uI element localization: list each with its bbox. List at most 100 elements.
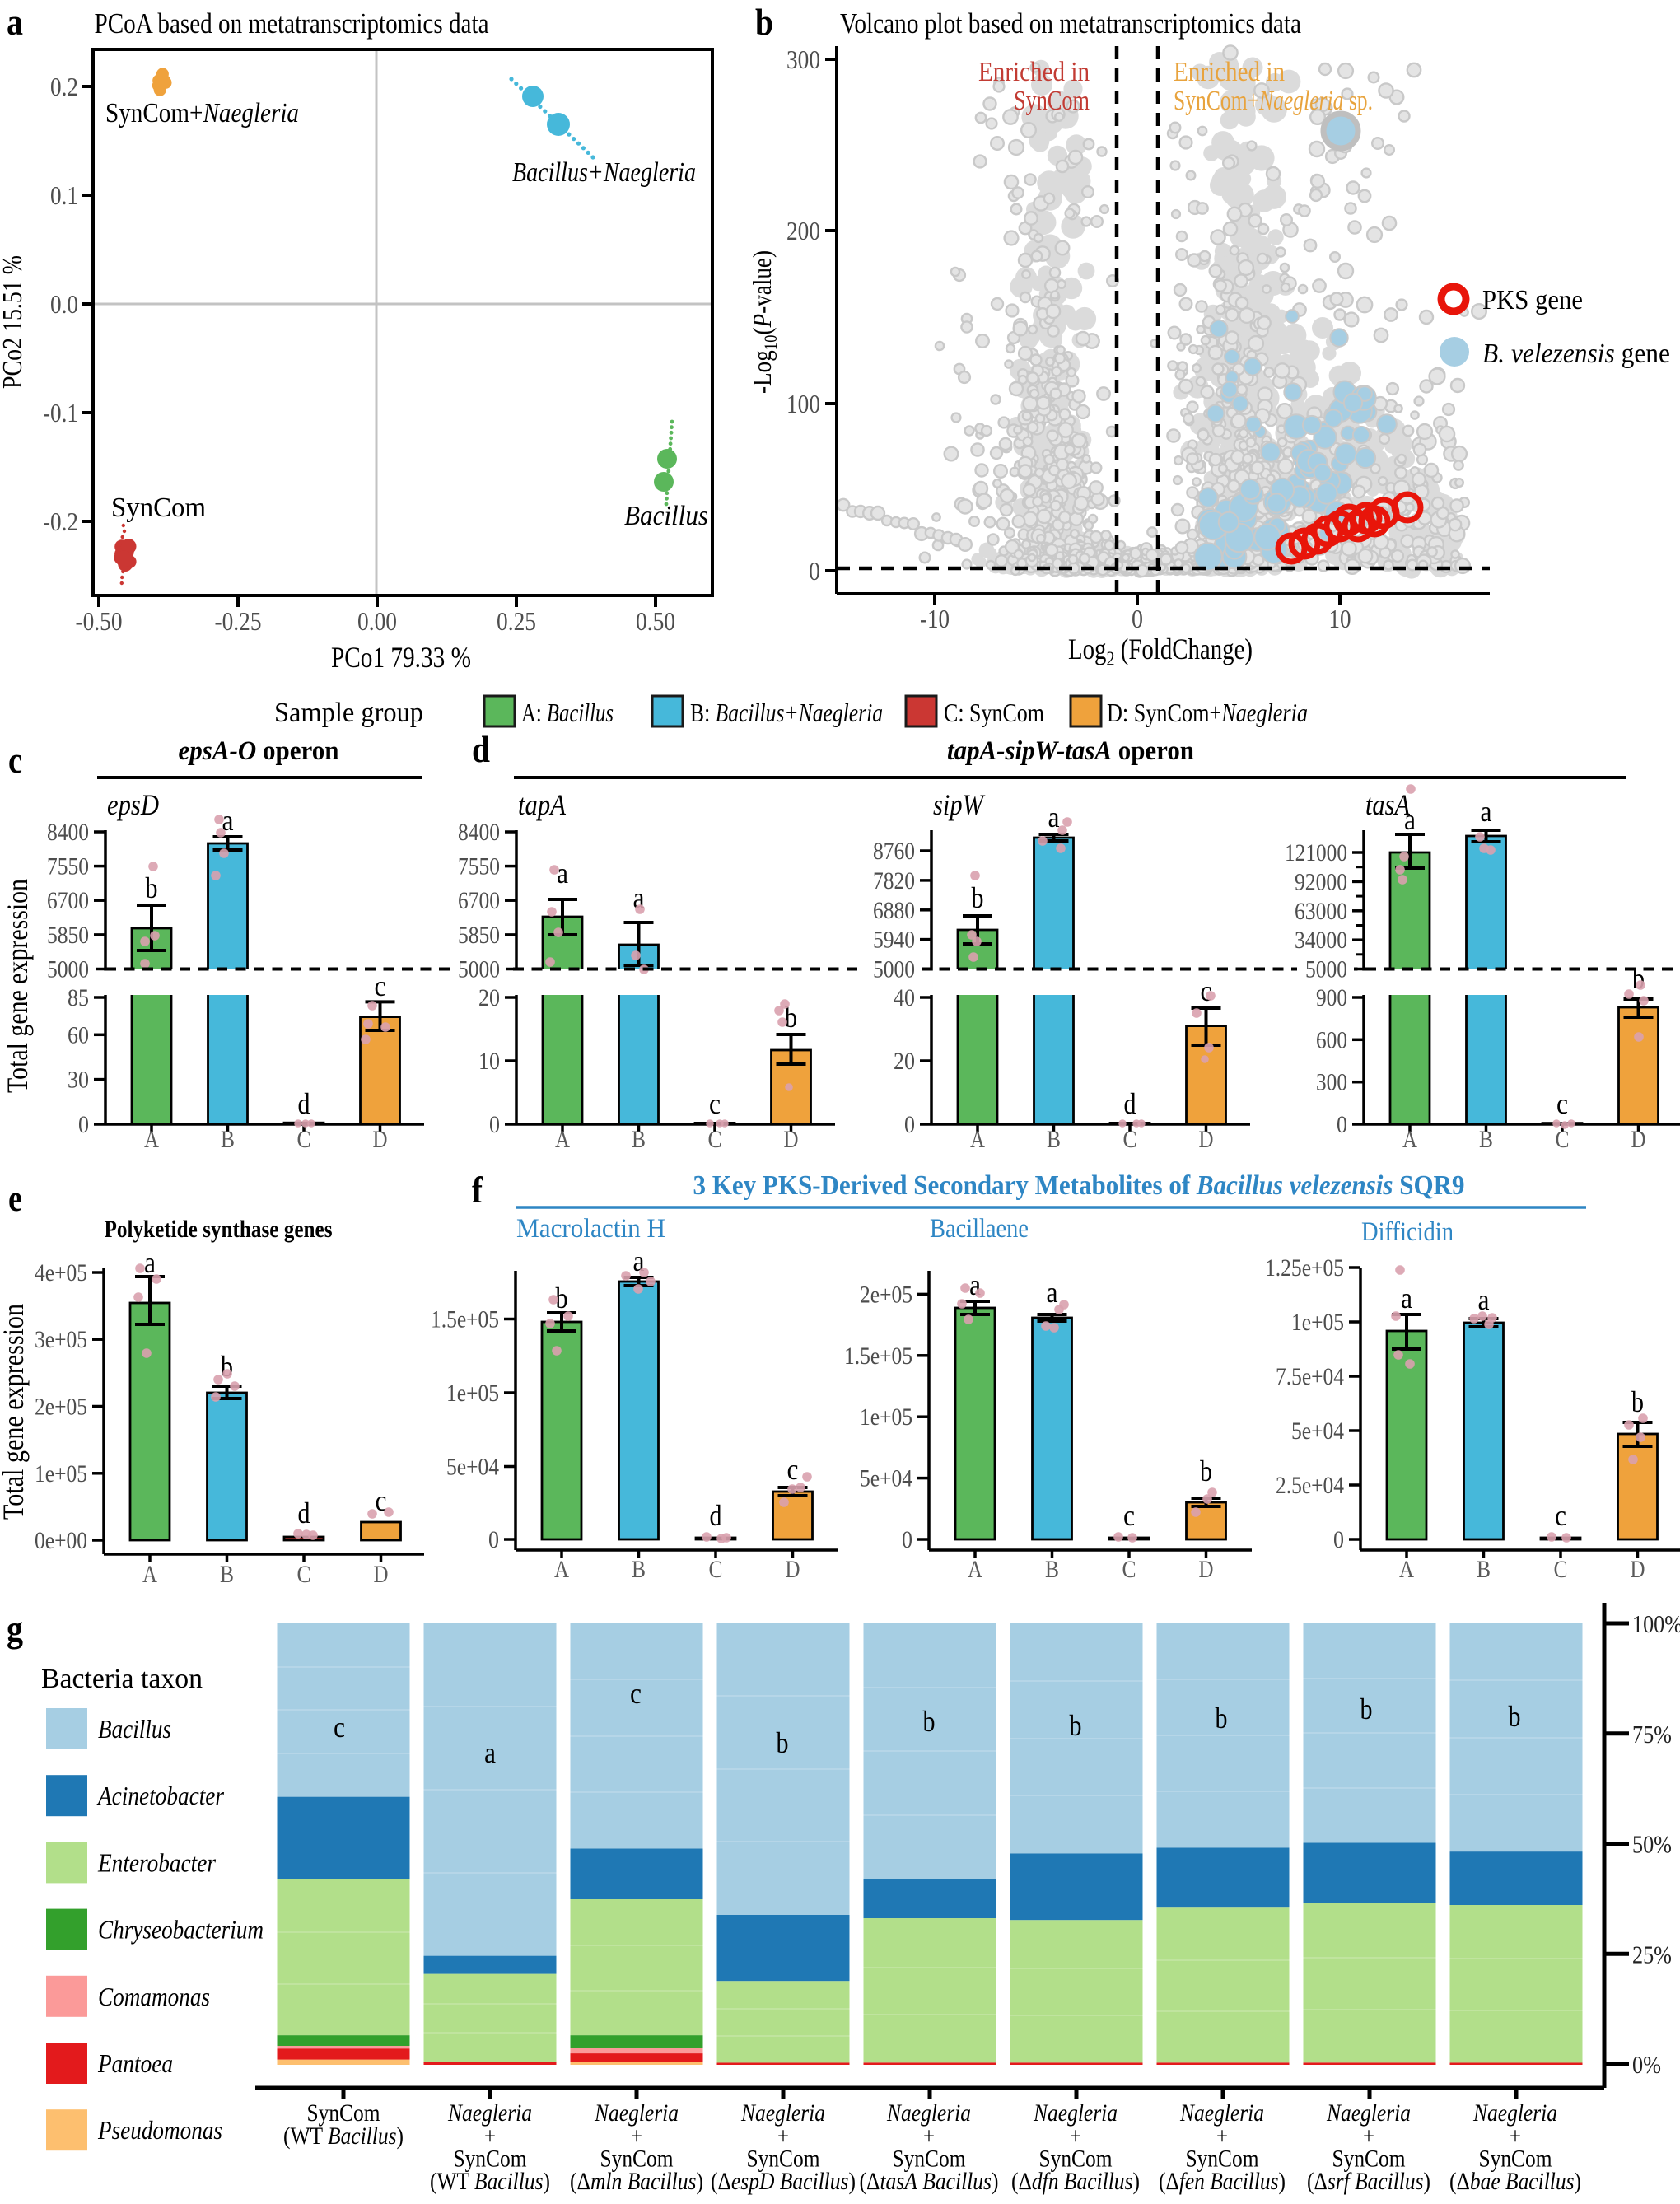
svg-text:300: 300 [786,44,820,74]
svg-text:30: 30 [68,1067,89,1094]
svg-text:0.2: 0.2 [50,72,78,101]
svg-text:10: 10 [1329,604,1351,633]
svg-text:92000: 92000 [1295,868,1347,895]
svg-text:0.50: 0.50 [636,606,675,636]
svg-text:5000: 5000 [1305,956,1347,983]
svg-text:SynCom: SynCom [747,2146,820,2173]
svg-text:d: d [298,1497,310,1529]
svg-text:B: B [1479,1126,1493,1153]
svg-text:c: c [630,1677,642,1710]
svg-text:d: d [472,728,490,770]
svg-text:Bacillus+Naegleria: Bacillus+Naegleria [512,157,696,188]
svg-text:A: A [970,1126,985,1153]
svg-text:0.1: 0.1 [50,180,78,210]
svg-text:a: a [484,1736,496,1769]
svg-text:2e+05: 2e+05 [35,1394,87,1421]
svg-text:SynCom: SynCom [1186,2146,1259,2173]
svg-text:-10: -10 [920,604,950,633]
svg-text:5e+04: 5e+04 [446,1454,499,1481]
svg-text:5940: 5940 [873,927,915,954]
svg-text:C: C [1554,1556,1568,1583]
svg-text:121000: 121000 [1285,839,1347,866]
svg-text:Macrolactin H: Macrolactin H [516,1214,665,1244]
svg-text:-0.1: -0.1 [43,398,78,427]
svg-text:epsD: epsD [107,788,159,821]
svg-text:7.5e+04: 7.5e+04 [1276,1363,1344,1390]
svg-text:B. velezensis gene: B. velezensis gene [1482,339,1670,369]
svg-text:SynCom: SynCom [1332,2146,1406,2173]
svg-text:1e+05: 1e+05 [446,1380,499,1407]
svg-text:SynCom: SynCom [111,493,206,523]
svg-text:C: C [297,1561,311,1588]
svg-text:SynCom+Naegleria: SynCom+Naegleria [105,98,299,128]
svg-text:300: 300 [1316,1069,1347,1096]
svg-text:0: 0 [1333,1526,1344,1553]
svg-text:100: 100 [786,389,820,418]
svg-text:Naegleria: Naegleria [447,2099,532,2127]
svg-text:d: d [298,1087,310,1120]
svg-text:c: c [376,1484,387,1517]
svg-text:-Log10(P-value): -Log10(P-value) [747,250,781,394]
svg-text:8400: 8400 [47,819,89,846]
svg-text:D: D [373,1126,388,1153]
svg-text:40: 40 [894,984,915,1011]
svg-text:SynCom: SynCom [454,2146,527,2173]
svg-text:+: + [631,2122,642,2150]
svg-text:C: C [1556,1126,1570,1153]
svg-text:c: c [1201,974,1212,1007]
svg-text:1e+05: 1e+05 [1291,1309,1344,1336]
svg-text:b: b [1216,1702,1228,1735]
svg-text:Difficidin: Difficidin [1361,1217,1454,1247]
svg-text:SynCom: SynCom [1039,2146,1113,2173]
svg-text:+: + [923,2122,935,2150]
svg-text:(Δbae Bacillus): (Δbae Bacillus) [1449,2168,1581,2195]
svg-text:a: a [1478,1283,1490,1316]
svg-text:sipW: sipW [933,788,986,821]
svg-text:8400: 8400 [458,819,500,846]
svg-text:B: B [1045,1556,1059,1583]
svg-text:Volcano plot based on metatran: Volcano plot based on metatranscriptomic… [840,7,1301,40]
svg-text:b: b [556,1282,568,1314]
svg-text:epsA-O operon: epsA-O operon [179,736,339,766]
svg-text:D: SynCom+Naegleria: D: SynCom+Naegleria [1107,698,1308,727]
svg-text:25%: 25% [1632,1940,1672,1968]
svg-text:Bacillaene: Bacillaene [930,1214,1029,1244]
svg-text:0.00: 0.00 [357,606,397,636]
svg-text:10: 10 [478,1048,500,1075]
svg-text:-0.2: -0.2 [43,507,78,536]
svg-text:tasA: tasA [1365,788,1411,821]
svg-text:(Δfen Bacillus): (Δfen Bacillus) [1159,2168,1286,2195]
svg-text:6880: 6880 [873,897,915,924]
svg-text:SynCom: SynCom [307,2099,380,2127]
svg-text:20: 20 [478,984,500,1011]
svg-text:900: 900 [1316,984,1347,1011]
svg-text:5850: 5850 [458,922,500,949]
svg-text:1e+05: 1e+05 [35,1460,87,1487]
svg-text:A: A [1402,1126,1417,1153]
svg-text:b: b [923,1705,936,1738]
svg-text:1.25e+05: 1.25e+05 [1265,1254,1344,1282]
svg-text:a: a [222,804,234,837]
svg-text:Naegleria: Naegleria [886,2099,971,2127]
svg-text:a: a [1047,1276,1058,1309]
svg-text:Log2 (FoldChange): Log2 (FoldChange) [1068,633,1253,670]
svg-text:A: Bacillus: A: Bacillus [521,698,614,727]
svg-text:PKS gene: PKS gene [1482,285,1583,315]
svg-text:6700: 6700 [47,887,89,914]
svg-text:3 Key PKS-Derived Secondary Me: 3 Key PKS-Derived Secondary Metabolites … [693,1170,1465,1201]
svg-text:b: b [972,881,984,914]
svg-text:A: A [554,1556,569,1583]
svg-text:5850: 5850 [47,922,89,949]
svg-text:c: c [787,1453,799,1486]
svg-text:Chryseobacterium: Chryseobacterium [98,1915,264,1945]
svg-text:Naegleria: Naegleria [1033,2099,1118,2127]
svg-text:6700: 6700 [458,887,500,914]
svg-text:Enriched in: Enriched in [978,57,1090,87]
svg-text:3e+05: 3e+05 [35,1326,87,1353]
svg-text:c: c [709,1087,721,1120]
svg-text:SynCom: SynCom [1014,86,1090,116]
svg-text:0: 0 [904,1111,915,1138]
svg-text:PCo2 15.51 %: PCo2 15.51 % [0,255,28,389]
svg-text:c: c [334,1711,345,1744]
svg-text:SynCom: SynCom [1479,2146,1552,2173]
